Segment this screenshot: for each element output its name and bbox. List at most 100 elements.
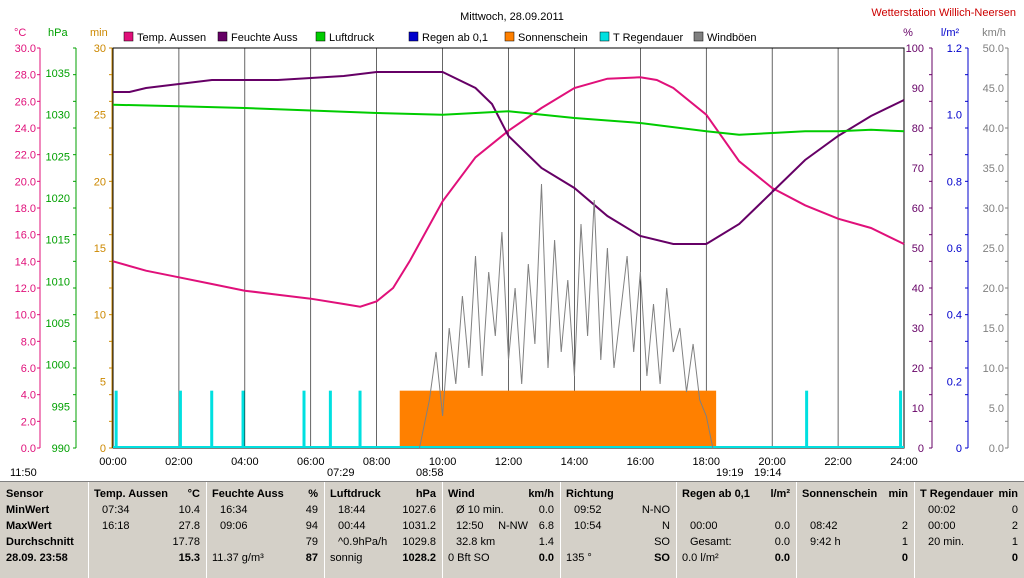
x-tick-2: 04:00 [231, 456, 259, 468]
marker-label-5: 19:14 [754, 467, 782, 479]
table-cell-label: 18:44 [338, 504, 366, 516]
axes: 00:00 02:00 04:00 06:00 08:00 10:00 12:00 14:00… [15, 43, 1009, 468]
table-footer-label: 0 Bft SO [448, 552, 490, 564]
temp-tick-7: 14.0 [15, 256, 36, 268]
table-cell-value: 94 [305, 520, 318, 532]
table-cell-value: 1029.8 [402, 536, 436, 548]
rain-duration-bar-5 [328, 390, 332, 448]
kmh-tick-5: 25.0 [983, 243, 1004, 255]
series-line-1 [113, 71, 905, 245]
marker-label-3: 08:58 [416, 467, 444, 479]
pct-tick-1: 10 [912, 403, 924, 415]
table-column-7: Sonnenschein min 08:42 9:42 h 2 1 0 [796, 482, 915, 578]
table-cell-value: 27.8 [178, 520, 200, 532]
bottom-markers: 11:50 07:29 08:58 19:19 19:14 [10, 467, 782, 479]
x-tick-3: 06:00 [297, 456, 325, 468]
table-cell-value: 2 [1011, 520, 1018, 532]
rain-tick-3: 0.6 [947, 243, 962, 255]
table-footer-value: 0 [901, 552, 908, 564]
rain-duration-bar-6 [358, 390, 362, 448]
marker-label-2: 07:29 [327, 467, 355, 479]
unit-min: min [90, 27, 108, 39]
pct-tick-2: 20 [912, 363, 924, 375]
column-header: T Regendauer [920, 488, 994, 500]
kmh-tick-3: 15.0 [983, 323, 1004, 335]
table-footer-label: 135 ° [566, 552, 592, 564]
x-tick-0: 00:00 [99, 456, 127, 468]
table-cell-label: 20 min. [928, 536, 965, 548]
table-cell-value: 2 [901, 520, 908, 532]
rain-tick-0: 0 [956, 443, 962, 455]
press-tick-9: 1035 [46, 68, 70, 80]
column-header: Temp. Aussen [94, 488, 168, 500]
x-tick-8: 16:00 [627, 456, 655, 468]
column-header: Richtung [566, 488, 614, 500]
temp-tick-3: 6.0 [21, 363, 36, 375]
table-cell-value: 6.8 [538, 520, 554, 532]
pct-tick-9: 90 [912, 83, 924, 95]
rain-duration-bar-1 [178, 390, 182, 448]
column-header: Wind [448, 488, 475, 500]
table-footer-label: sonnig [330, 552, 363, 564]
unit-kmh: km/h [982, 27, 1006, 39]
pct-tick-10: 100 [906, 43, 924, 55]
unit-pct: % [903, 27, 913, 39]
table-cell-value: 0.0 [538, 504, 554, 516]
table-footer-date: 28.09. 23:58 [6, 552, 68, 564]
table-footer-label: 0.0 l/m² [682, 552, 719, 564]
table-column-8: T Regendauer min 00:02 00:00 20 min. 0 2 1 0 [914, 482, 1024, 578]
marker-label-4: 19:19 [716, 467, 744, 479]
table-footer-value: SO [654, 552, 670, 564]
kmh-tick-6: 30.0 [983, 203, 1004, 215]
temp-tick-5: 10.0 [15, 310, 36, 322]
temp-tick-12: 24.0 [15, 123, 36, 135]
rain-tick-5: 1.0 [947, 110, 962, 122]
temp-tick-15: 30.0 [15, 43, 36, 55]
unit-temp: °C [14, 27, 26, 39]
legend-label-0: Temp. Aussen [137, 32, 206, 44]
table-cell-value: 0 [1011, 504, 1018, 516]
weather-chart: Mittwoch, 28.09.2011 Wetterstation Willi… [10, 7, 1016, 479]
column-unit: min [888, 488, 908, 500]
column-unit: min [998, 488, 1018, 500]
temp-tick-1: 2.0 [21, 416, 36, 428]
pct-tick-5: 50 [912, 243, 924, 255]
column-header: Sonnenschein [802, 488, 878, 500]
table-cell-label: 00:02 [928, 504, 956, 516]
x-tick-7: 14:00 [561, 456, 589, 468]
table-cell-label: 12:50 [456, 520, 484, 532]
temp-tick-13: 26.0 [15, 96, 36, 108]
min-tick-2: 10 [94, 310, 106, 322]
pct-tick-3: 30 [912, 323, 924, 335]
table-cell-value: 1027.6 [402, 504, 436, 516]
press-tick-5: 1015 [46, 235, 70, 247]
legend-swatch-1 [217, 31, 228, 42]
table-footer-label: 11.37 g/m³ [212, 552, 264, 564]
table-cell-value: 1 [901, 536, 908, 548]
station-name: Wetterstation Willich-Neersen [871, 7, 1016, 19]
legend-swatch-2 [315, 31, 326, 42]
kmh-tick-10: 50.0 [983, 43, 1004, 55]
column-unit: l/m² [770, 488, 790, 500]
table-cell-label: 9:42 h [810, 536, 841, 548]
axis-units: °C hPa min % l/m² km/h [14, 27, 1006, 39]
marker-label-1: 11:50 [10, 467, 37, 479]
legend-label-4: Sonnenschein [518, 32, 588, 44]
rain-tick-4: 0.8 [947, 176, 962, 188]
table-cell-label: 00:44 [338, 520, 366, 532]
table-column-1: Temp. Aussen °C 07:34 16:18 10.4 27.8 17.78 15.… [88, 482, 207, 578]
press-tick-4: 1010 [46, 276, 70, 288]
table-cell-value: SO [654, 536, 670, 548]
table-cell-label: 09:52 [574, 504, 602, 516]
table-cell-label: 16:34 [220, 504, 248, 516]
table-footer-value: 87 [305, 552, 318, 564]
temp-tick-9: 18.0 [15, 203, 36, 215]
table-cell-label: 07:34 [102, 504, 130, 516]
table-column-4: Wind km/h Ø 10 min. 12:50 32.8 km N-NW 0.0 6.8 1… [442, 482, 561, 578]
pct-tick-7: 70 [912, 163, 924, 175]
table-cell-label: 10:54 [574, 520, 602, 532]
min-tick-1: 5 [100, 376, 106, 388]
press-tick-8: 1030 [46, 110, 70, 122]
table-cell-label: 16:18 [102, 520, 130, 532]
rain-duration-bar-3 [241, 390, 245, 448]
